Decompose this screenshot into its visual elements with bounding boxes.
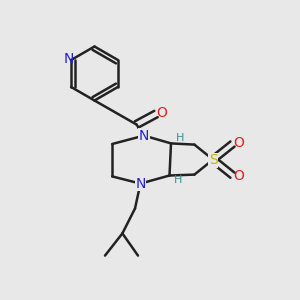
Text: S: S bbox=[208, 153, 217, 167]
Text: N: N bbox=[139, 129, 149, 142]
Text: H: H bbox=[174, 175, 183, 185]
Text: O: O bbox=[233, 136, 244, 150]
Text: N: N bbox=[135, 177, 146, 190]
Text: N: N bbox=[64, 52, 74, 66]
Text: H: H bbox=[176, 133, 184, 143]
Text: O: O bbox=[157, 106, 167, 120]
Text: O: O bbox=[233, 169, 244, 183]
